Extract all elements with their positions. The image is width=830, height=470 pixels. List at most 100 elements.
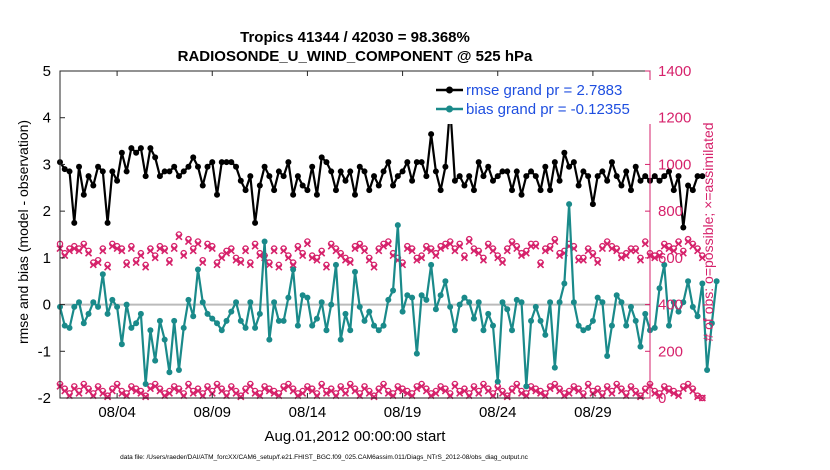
obs-assimilated-point [365,256,373,264]
obs-assimilated-point [104,263,112,271]
obs-low-assimilated-point [132,387,140,395]
obs-assimilated-point [170,244,178,253]
obs-assimilated-point [308,254,316,262]
bias-point [109,296,116,303]
obs-low-assimilated-point [451,382,459,390]
rmse-point [204,163,211,170]
y-tick-label-right: 400 [658,297,683,314]
bias-point [428,261,435,268]
obs-assimilated-point [441,242,449,250]
obs-low-assimilated-point [232,389,240,397]
rmse-point [428,131,435,138]
bias-point [437,292,444,299]
rmse-point [356,163,363,170]
bias-point [561,280,568,287]
bias-point [194,266,201,273]
bias-point [394,222,401,229]
obs-assimilated-point [318,249,326,257]
y-tick-label-left: -2 [38,390,51,407]
bias-point [489,322,496,329]
obs-assimilated-point [99,247,107,255]
rmse-point [494,173,501,180]
rmse-point [214,191,221,198]
bias-point [518,299,525,306]
bias-point [114,303,121,310]
obs-low-assimilated-point [370,393,378,401]
y-tick-label-left: 2 [43,203,51,220]
bias-point [332,261,339,268]
rmse-point [509,187,516,194]
bias-point [485,310,492,317]
rmse-point [309,163,316,170]
x-tick-label: 08/09 [193,404,231,421]
obs-low-assimilated-point [513,382,521,390]
rmse-point [366,187,373,194]
obs-low-assimilated-point [636,393,645,401]
y-tick-label-left: 4 [43,110,51,127]
y-tick-label-right: 600 [658,250,683,267]
obs-assimilated-point [322,263,331,271]
obs-low-assimilated-point [99,389,107,397]
rmse-point [342,177,349,184]
obs-low-assimilated-point [608,389,616,397]
rmse-point [256,182,263,189]
rmse-point [680,224,687,231]
bias-point [290,266,297,273]
obs-low-assimilated-point [170,385,178,393]
obs-assimilated-point [227,247,235,255]
rmse-point [332,187,339,194]
bias-point [532,303,539,310]
bias-point [294,322,301,329]
axes: -2 -1 0 1 2 3 4 5 0 200 400 600 800 1000 1200 1400 08/04… [38,63,692,421]
bias-point [509,327,516,334]
obs-low-assimilated-point [341,389,350,397]
bias-point [366,308,373,315]
rmse-point [504,168,511,175]
bias-point [608,322,615,329]
obs-low-assimilated-point [698,394,706,402]
obs-assimilated-point [184,237,193,246]
bias-point [689,303,696,310]
bias-point [180,324,187,331]
rmse-point [261,163,268,170]
obs-low-assimilated-point [655,392,664,400]
obs-assimilated-point [403,244,411,253]
rmse-point [523,173,530,180]
bias-point [523,383,530,390]
bias-point [504,306,511,313]
obs-assimilated-point [536,261,545,269]
bias-point [413,350,420,357]
rmse-point [666,168,673,175]
bias-point [456,301,463,308]
obs-assimilated-point [232,256,240,264]
bias-point [675,308,682,315]
obs-low-assimilated-point [536,389,545,397]
bias-point [380,322,387,329]
x-axis-label: Aug.01,2012 00:00:00 start [265,428,447,445]
x-tick-label: 08/14 [289,404,327,421]
bias-point [480,327,487,334]
obs-assimilated-point [108,242,116,250]
obs-assimilated-point [80,242,88,250]
rmse-point [413,159,420,166]
rmse-point [109,168,116,175]
obs-assimilated-point [246,261,254,269]
rmse-point [551,159,558,166]
rmse-point [613,173,620,180]
rmse-point [371,173,378,180]
obs-assimilated-point [408,247,416,255]
bias-point [542,331,549,338]
bias-point [627,303,634,310]
obs-assimilated-point [532,242,540,250]
rmse-point [294,173,301,180]
obs-assimilated-point [213,261,221,269]
obs-assimilated-point [465,237,473,246]
bias-point [475,299,482,306]
bias-point [570,299,577,306]
bias-point [399,308,406,315]
bias-point [551,364,558,371]
obs-assimilated-point [670,247,678,255]
rmse-point [223,159,230,166]
bias-point [247,299,254,306]
obs-low-assimilated-point [498,389,507,397]
